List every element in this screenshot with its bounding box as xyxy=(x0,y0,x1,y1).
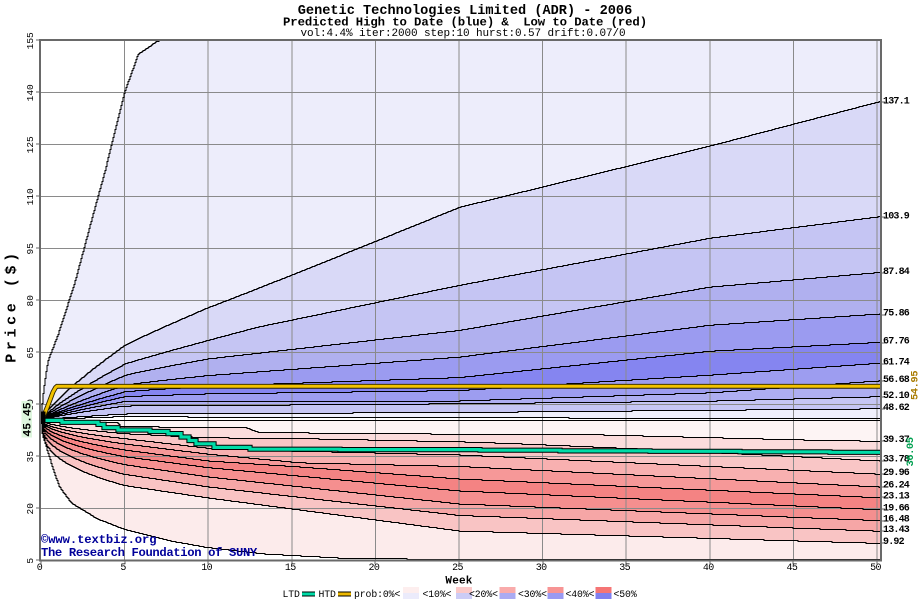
svg-text:56.68: 56.68 xyxy=(883,375,910,386)
svg-text:20: 20 xyxy=(368,563,379,574)
svg-text:29.96: 29.96 xyxy=(883,468,910,479)
svg-text:54.95: 54.95 xyxy=(910,371,920,400)
svg-text:65: 65 xyxy=(25,347,36,359)
svg-text:39.37: 39.37 xyxy=(883,435,910,446)
svg-text:52.10: 52.10 xyxy=(883,391,910,402)
svg-text:48.62: 48.62 xyxy=(883,403,910,414)
svg-text:137.1: 137.1 xyxy=(883,96,910,107)
svg-text:<10%<: <10%< xyxy=(423,589,452,600)
svg-text:45.45: 45.45 xyxy=(22,402,34,436)
svg-text:0: 0 xyxy=(37,563,43,574)
svg-text:<50%: <50% xyxy=(614,589,637,600)
svg-text:prob:0%<: prob:0%< xyxy=(354,589,400,600)
svg-text:61.74: 61.74 xyxy=(883,358,910,369)
svg-text:75.86: 75.86 xyxy=(883,309,910,320)
svg-text:The Research Foundation of SUN: The Research Foundation of SUNY xyxy=(41,546,258,560)
svg-text:87.84: 87.84 xyxy=(883,267,910,278)
svg-text:15: 15 xyxy=(285,563,296,574)
svg-text:5: 5 xyxy=(120,563,126,574)
svg-text:67.76: 67.76 xyxy=(883,337,910,348)
svg-text:Predicted High to Date (blue): Predicted High to Date (blue) & Low to D… xyxy=(283,16,647,30)
svg-text:20: 20 xyxy=(25,503,36,515)
svg-text:95: 95 xyxy=(25,243,36,255)
svg-text:HTD: HTD xyxy=(319,589,337,600)
svg-text:25: 25 xyxy=(452,563,463,574)
svg-text:9.92: 9.92 xyxy=(883,537,905,548)
svg-text:33.78: 33.78 xyxy=(883,455,910,466)
svg-text:Price ($): Price ($) xyxy=(4,249,21,362)
svg-text:10: 10 xyxy=(201,563,212,574)
svg-text:103.9: 103.9 xyxy=(883,211,910,222)
svg-text:140: 140 xyxy=(25,84,36,101)
svg-text:<30%<: <30%< xyxy=(518,589,547,600)
svg-text:40: 40 xyxy=(703,563,714,574)
svg-text:LTD: LTD xyxy=(283,589,301,600)
svg-text:125: 125 xyxy=(25,136,36,153)
svg-text:Genetic Technologies Limited (: Genetic Technologies Limited (ADR) - 200… xyxy=(298,4,632,19)
svg-text:13.43: 13.43 xyxy=(883,525,910,536)
svg-text:155: 155 xyxy=(25,32,36,49)
svg-text:36.05: 36.05 xyxy=(905,437,917,466)
svg-text:110: 110 xyxy=(25,188,36,205)
svg-text:vol:4.4% iter:2000 step:10 hur: vol:4.4% iter:2000 step:10 hurst:0.57 dr… xyxy=(300,28,625,40)
svg-text:35: 35 xyxy=(619,563,630,574)
svg-text:©www.textbiz.org: ©www.textbiz.org xyxy=(41,533,156,547)
svg-text:80: 80 xyxy=(25,295,36,307)
svg-text:5: 5 xyxy=(25,558,36,564)
svg-text:Week: Week xyxy=(445,576,472,588)
svg-text:45: 45 xyxy=(786,563,797,574)
svg-text:<40%<: <40%< xyxy=(566,589,595,600)
svg-text:19.66: 19.66 xyxy=(883,503,910,514)
svg-text:16.48: 16.48 xyxy=(883,515,910,526)
svg-text:35: 35 xyxy=(25,451,36,463)
svg-text:50: 50 xyxy=(870,563,881,574)
svg-text:26.24: 26.24 xyxy=(883,481,910,492)
svg-text:<20%<: <20%< xyxy=(469,589,498,600)
svg-text:30: 30 xyxy=(536,563,547,574)
svg-text:23.13: 23.13 xyxy=(883,491,910,502)
